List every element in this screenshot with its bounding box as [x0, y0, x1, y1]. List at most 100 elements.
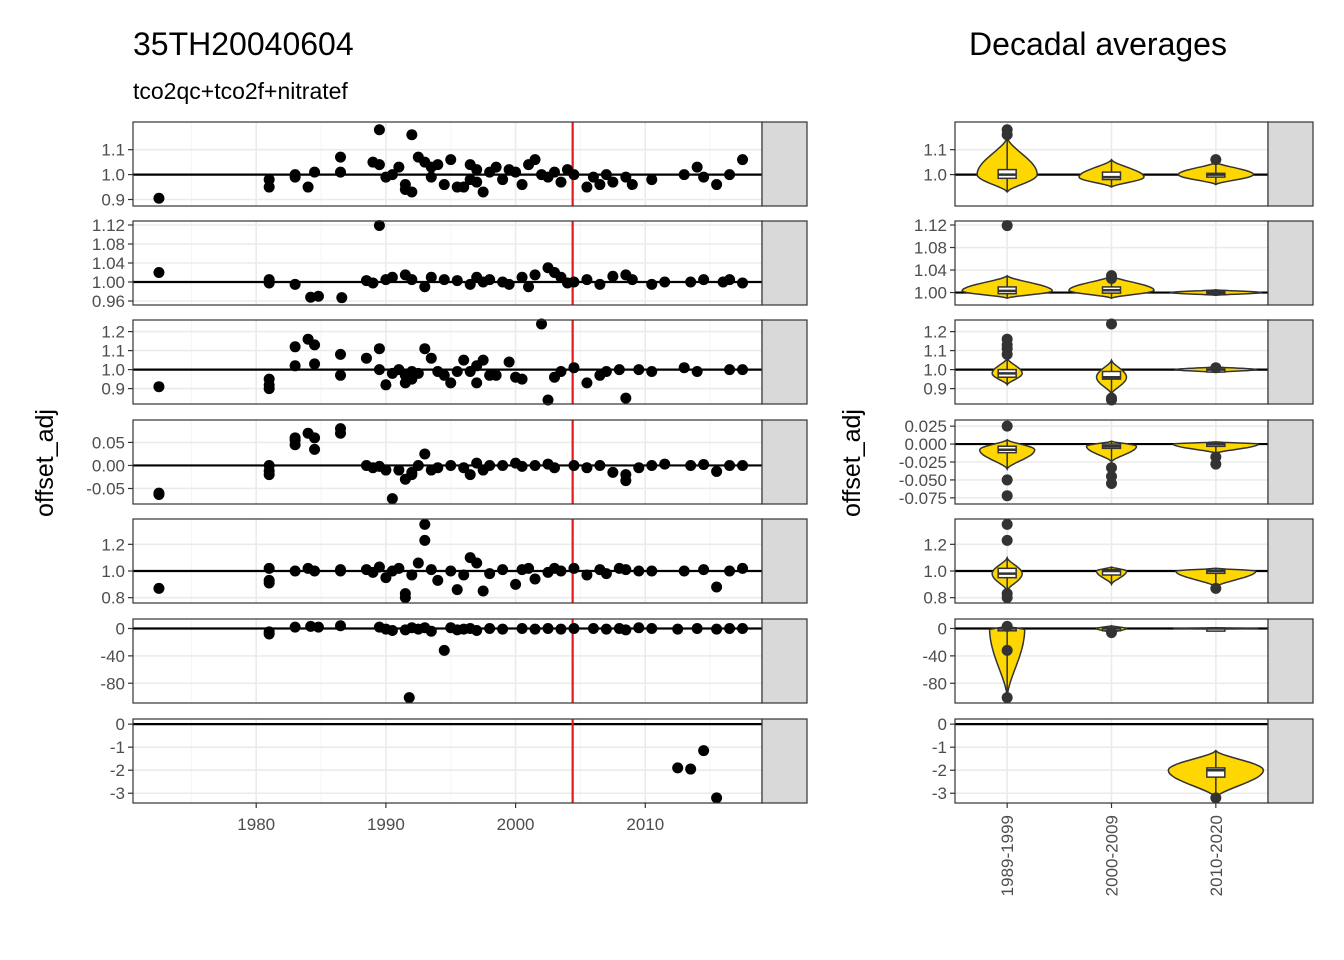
outlier-point [1106, 462, 1117, 474]
data-point [581, 181, 593, 193]
y-tick-label: 1.0 [923, 166, 947, 185]
outlier-point [1210, 582, 1222, 594]
x-category-label: 2000-2009 [1103, 815, 1122, 896]
data-point [633, 364, 645, 376]
data-point [568, 362, 580, 374]
data-point [386, 625, 398, 637]
data-point [312, 290, 324, 302]
scatter-facet-salinity: -0.050.000.05salinity [86, 419, 808, 505]
data-point [581, 569, 593, 581]
data-point [451, 584, 463, 596]
panel-background [133, 719, 762, 803]
data-point [432, 159, 444, 171]
outlier-point [1001, 518, 1013, 530]
data-point [289, 360, 301, 372]
data-point [711, 179, 723, 191]
y-tick-label: 1.1 [923, 141, 947, 160]
data-point [393, 464, 405, 476]
data-point [312, 621, 324, 633]
data-point [587, 622, 599, 634]
data-point [510, 578, 522, 590]
data-point [309, 339, 321, 351]
facet-strip [1267, 518, 1314, 604]
outlier-point [1106, 272, 1117, 284]
data-point [737, 364, 749, 376]
data-point [607, 176, 619, 188]
data-point [438, 369, 450, 381]
y-tick-label: 0 [116, 619, 125, 638]
y-tick-label: -40 [922, 647, 947, 666]
data-point [335, 620, 347, 632]
data-point [471, 457, 483, 469]
data-point [412, 459, 424, 471]
data-point [263, 383, 275, 395]
data-point [594, 278, 606, 290]
y-tick-label: 1.2 [923, 535, 947, 554]
data-point [289, 278, 301, 290]
data-point [471, 176, 483, 188]
data-point [691, 161, 703, 173]
data-point [626, 274, 638, 286]
right-chart-title: Decadal averages [969, 26, 1227, 62]
data-point [600, 623, 612, 635]
facet-strip [1267, 419, 1314, 505]
data-point [607, 270, 619, 282]
data-point [581, 377, 593, 389]
x-category-label: 1989-1999 [998, 815, 1017, 896]
data-point [711, 792, 723, 804]
violin-facet-tco2: -3-2-10tco2 [932, 715, 1314, 804]
data-point [309, 432, 321, 444]
facet-strip [761, 319, 808, 405]
data-point [698, 274, 710, 286]
data-point [548, 166, 560, 178]
data-point [484, 568, 496, 580]
data-point [646, 565, 658, 577]
data-point [399, 588, 411, 600]
data-point [471, 164, 483, 176]
y-tick-label: -3 [110, 784, 125, 803]
data-point [626, 179, 638, 191]
data-point [516, 179, 528, 191]
outlier-point [1001, 220, 1013, 232]
data-point [263, 469, 275, 481]
violin-facet-talk: -80-400talk [922, 618, 1314, 704]
data-point [263, 577, 275, 589]
left-chart-title: 35TH20040604 [133, 26, 354, 62]
data-point [724, 364, 736, 376]
data-point [724, 274, 736, 286]
data-point [711, 465, 723, 477]
data-point [373, 343, 385, 355]
y-tick-label: 0.9 [101, 191, 125, 210]
data-point [659, 276, 671, 288]
outlier-point [1001, 534, 1013, 546]
y-tick-label: 1.00 [914, 284, 947, 303]
data-point [600, 366, 612, 377]
data-point [380, 379, 392, 391]
data-point [335, 423, 347, 435]
y-tick-label: 1.2 [923, 323, 947, 342]
data-point [153, 192, 165, 204]
y-tick-label: 1.2 [101, 323, 125, 342]
data-point [672, 762, 684, 774]
data-point [581, 462, 593, 474]
facet-strip [761, 121, 808, 207]
data-point [516, 622, 528, 634]
data-point [458, 569, 470, 581]
data-point [263, 562, 275, 574]
scatter-facet-talk: -80-400talk [100, 618, 808, 704]
data-point [289, 169, 301, 181]
data-point [309, 443, 321, 455]
data-point [336, 292, 348, 304]
data-point [659, 458, 671, 470]
outlier-point [1106, 318, 1117, 330]
data-point [335, 166, 347, 178]
data-point [698, 459, 710, 471]
data-point [302, 181, 314, 193]
data-point [678, 362, 690, 374]
data-point [451, 366, 463, 377]
outlier-point [1001, 333, 1013, 345]
y-tick-label: 0.025 [904, 417, 947, 436]
data-point [419, 281, 431, 293]
data-point [386, 271, 398, 283]
